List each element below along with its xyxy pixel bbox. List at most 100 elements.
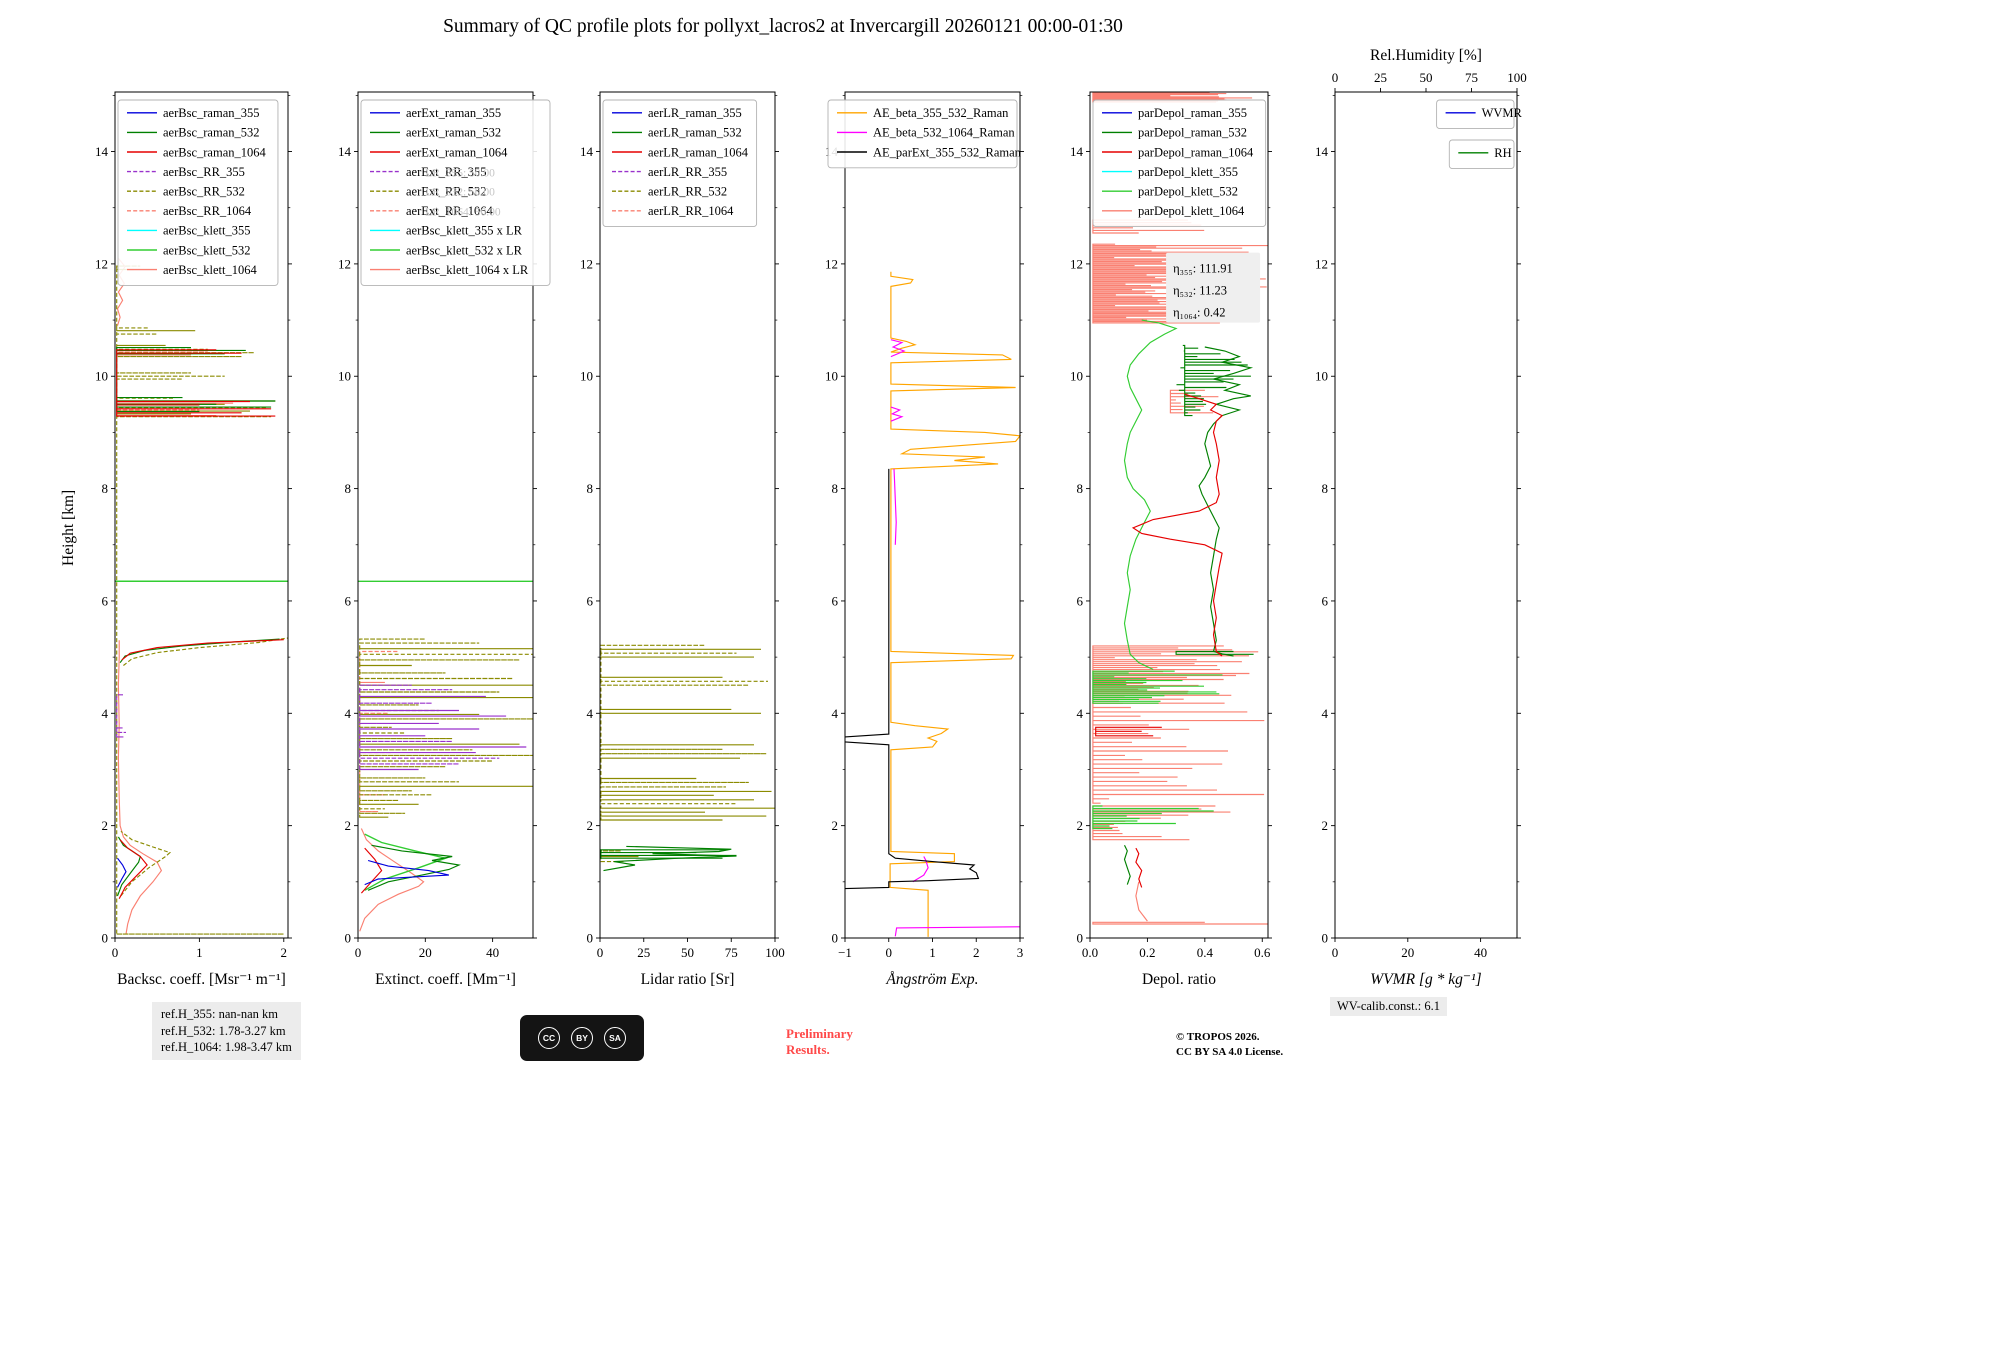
y-tick-label: 14 bbox=[338, 144, 352, 159]
x-tick-label: 50 bbox=[681, 945, 694, 960]
y-tick-label: 4 bbox=[345, 706, 352, 721]
x-tick-label: 25 bbox=[637, 945, 650, 960]
y-tick-label: 10 bbox=[95, 369, 108, 384]
y-tick-label: 2 bbox=[587, 818, 594, 833]
x-tick-label: 0.2 bbox=[1139, 945, 1155, 960]
page-title: Summary of QC profile plots for pollyxt_… bbox=[443, 16, 1123, 37]
legend-box bbox=[827, 99, 1018, 169]
series-aerBsc_raman_355 bbox=[116, 857, 127, 888]
y-tick-label: 14 bbox=[1070, 144, 1084, 159]
legend-item-label: parDepol_klett_355 bbox=[1138, 165, 1238, 179]
preliminary-line-2: Results. bbox=[786, 1042, 830, 1058]
series-AE_beta_532_1064_Raman bbox=[890, 339, 906, 358]
copyright-note: © TROPOS 2026. CC BY SA 4.0 License. bbox=[1176, 1030, 1283, 1060]
copyright-line-2: CC BY SA 4.0 License. bbox=[1176, 1045, 1284, 1058]
faint-annotation: LR_1064: 50.00 bbox=[425, 207, 501, 219]
x-tick-label: 20 bbox=[419, 945, 432, 960]
legend-item-label: aerExt_RR_355 bbox=[406, 165, 487, 179]
note-line: η₃₅₅: 111.91 bbox=[1173, 262, 1233, 276]
series-parDepol_raman_1064 bbox=[1095, 726, 1162, 737]
series-aerExt_raman_355 bbox=[364, 859, 450, 886]
series-AE_parExt_355_532_Raman bbox=[844, 741, 980, 890]
y-tick-label: 10 bbox=[1315, 369, 1328, 384]
legend-item-label: aerExt_raman_1064 bbox=[406, 145, 508, 159]
preliminary-note: Preliminary Results. bbox=[786, 1026, 853, 1059]
legend-item-label: parDepol_klett_532 bbox=[1138, 185, 1238, 199]
series-parDepol_klett_532 bbox=[1123, 319, 1178, 671]
legend: aerLR_raman_355 aerLR_raman_532 aerLR_rama… bbox=[602, 99, 758, 228]
legend-item-label: WVMR bbox=[1482, 106, 1523, 120]
y-tick-label: 8 bbox=[587, 481, 594, 496]
y-tick-label: 12 bbox=[338, 256, 351, 271]
series-AE_beta_532_1064_Raman bbox=[912, 856, 929, 883]
legend-item-label: aerBsc_RR_355 bbox=[163, 165, 245, 179]
series-parDepol_raman_532 bbox=[1176, 344, 1251, 417]
series-aerBsc_klett_1064_x_LR bbox=[359, 828, 425, 932]
series-aerExt_RR_355 bbox=[359, 684, 527, 771]
y-tick-label: 2 bbox=[1077, 818, 1084, 833]
x-tick-label: 0 bbox=[597, 945, 604, 960]
x-tick-label: −1 bbox=[838, 945, 852, 960]
series-parDepol_klett_532 bbox=[1092, 670, 1223, 704]
y-tick-label: 10 bbox=[825, 369, 838, 384]
legend-box bbox=[117, 99, 279, 286]
legend-item-label: aerBsc_raman_1064 bbox=[163, 145, 266, 159]
y-tick-label: 2 bbox=[102, 818, 109, 833]
y-tick-label: 6 bbox=[1322, 593, 1329, 608]
axes-frame bbox=[114, 91, 289, 939]
legend: RH bbox=[1448, 139, 1515, 170]
top-tick-label: 0 bbox=[1332, 70, 1339, 85]
series-parDepol_klett_1064 bbox=[1135, 881, 1148, 922]
x-tick-label: 0 bbox=[886, 945, 893, 960]
depol-calibration-note: η₃₅₅: 111.91 η₅₃₂: 11.23 η₁₀₆₄: 0.42 bbox=[1166, 252, 1261, 323]
legend-item-label: aerExt_raman_355 bbox=[406, 106, 501, 120]
y-tick-label: 0 bbox=[1322, 931, 1329, 946]
legend-item-label: aerBsc_raman_355 bbox=[163, 106, 260, 120]
y-tick-label: 0 bbox=[102, 931, 109, 946]
series-AE_beta_532_1064_Raman bbox=[893, 468, 897, 545]
series-aerBsc_raman_1064 bbox=[118, 839, 148, 899]
y-tick-label: 8 bbox=[1322, 481, 1329, 496]
y-tick-label: 6 bbox=[1077, 593, 1084, 608]
preliminary-line-1: Preliminary bbox=[786, 1026, 853, 1041]
series-aerBsc_RR_355 bbox=[116, 694, 126, 738]
x-tick-label: 100 bbox=[765, 945, 785, 960]
x-tick-label: 0 bbox=[355, 945, 362, 960]
series-parDepol_raman_1064 bbox=[1131, 393, 1224, 657]
y-tick-label: 8 bbox=[102, 481, 109, 496]
legend: parDepol_raman_355 parDepol_raman_532 parD… bbox=[1092, 99, 1267, 228]
panel-wvmr: 0 2 4 6 8 10 12 14 0 20 40 WVMR [g * kg⁻¹] 0 25 50 75 10… bbox=[1315, 47, 1527, 988]
series-aerExt_raman_1064 bbox=[360, 847, 383, 894]
cc-icons-row: CC BY SA bbox=[538, 1027, 626, 1049]
y-tick-label: 0 bbox=[1077, 931, 1084, 946]
series-AE_beta_532_1064_Raman bbox=[894, 926, 1021, 937]
cc-license-badge: CC BY SA bbox=[520, 1015, 644, 1061]
y-tick-label: 10 bbox=[580, 369, 593, 384]
y-tick-label: 10 bbox=[338, 369, 351, 384]
series-parDepol_raman_1064 bbox=[1135, 847, 1143, 888]
series-parDepol_klett_532 bbox=[1092, 805, 1214, 830]
legend-item-label: aerBsc_klett_532 x LR bbox=[406, 243, 523, 257]
legend-item-label: AE_beta_532_1064_Raman bbox=[873, 126, 1015, 140]
series-parDepol_klett_1064 bbox=[1092, 702, 1265, 804]
series-aerBsc_RR_1064 bbox=[116, 350, 234, 417]
y-tick-label: 2 bbox=[345, 818, 352, 833]
y-tick-label: 0 bbox=[832, 931, 839, 946]
x-tick-label: 0 bbox=[1332, 945, 1339, 960]
x-tick-label: 0 bbox=[112, 945, 119, 960]
x-axis-label: Extinct. coeff. [Mm⁻¹] bbox=[375, 971, 516, 988]
series-aerBsc_RR_532 bbox=[120, 830, 172, 897]
series-AE_parExt_355_532_Raman bbox=[844, 468, 890, 738]
series-aerExt_RR_532 bbox=[359, 638, 533, 818]
series-aerLR_raman_532 bbox=[600, 849, 737, 859]
ref-h-1064: ref.H_1064: 1.98-3.47 km bbox=[161, 1040, 292, 1054]
top-tick-label: 75 bbox=[1465, 70, 1478, 85]
x-tick-label: 40 bbox=[486, 945, 499, 960]
y-tick-label: 6 bbox=[587, 593, 594, 608]
faint-annotation: LR_355: 50.00 bbox=[425, 167, 495, 179]
series-aerLR_RR_532 bbox=[600, 644, 775, 821]
y-tick-label: 6 bbox=[832, 593, 839, 608]
